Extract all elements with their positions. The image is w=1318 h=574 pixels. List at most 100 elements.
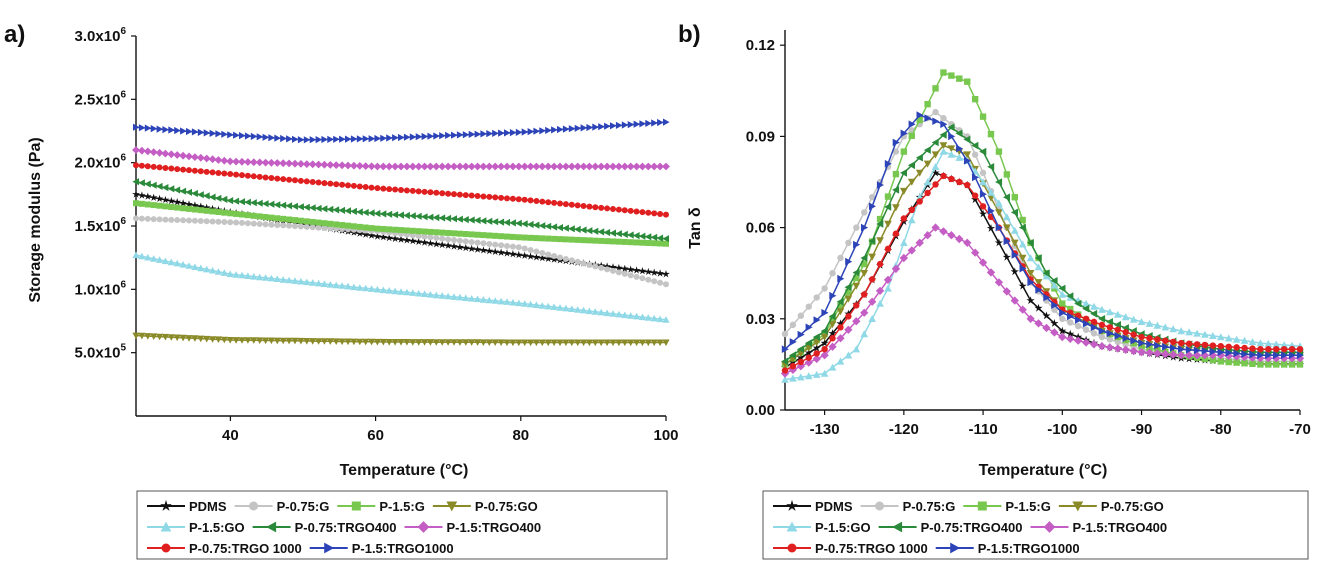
data-point — [598, 123, 605, 131]
data-point — [979, 169, 987, 177]
data-point — [309, 279, 317, 286]
data-point — [538, 302, 546, 309]
data-point — [426, 213, 434, 221]
data-point — [836, 297, 844, 306]
legend-swatch-marker — [950, 542, 961, 554]
data-point — [438, 214, 446, 222]
data-point — [1241, 344, 1248, 352]
data-point — [514, 162, 523, 171]
data-point — [491, 218, 499, 226]
data-point — [574, 339, 582, 347]
data-point — [1082, 326, 1090, 333]
data-point — [215, 218, 222, 225]
data-point — [174, 204, 181, 211]
data-point — [203, 168, 210, 175]
data-point — [274, 175, 281, 182]
data-point — [1296, 361, 1304, 368]
data-point — [303, 203, 310, 211]
data-point — [978, 258, 988, 267]
data-point — [638, 267, 647, 275]
data-point — [498, 242, 505, 249]
data-point — [232, 157, 240, 166]
data-point — [657, 279, 664, 286]
data-point — [550, 339, 558, 347]
data-point — [837, 302, 844, 310]
data-point — [907, 161, 915, 170]
data-point — [209, 218, 216, 225]
data-point — [132, 190, 140, 198]
data-point — [521, 339, 529, 347]
data-point — [1288, 351, 1296, 360]
data-point — [1145, 319, 1154, 327]
data-point — [645, 276, 652, 283]
data-point — [174, 217, 181, 224]
data-point — [1161, 323, 1170, 331]
data-point — [845, 257, 853, 266]
data-point — [280, 222, 287, 229]
data-point — [932, 117, 940, 125]
data-point — [651, 210, 658, 217]
data-point — [1010, 267, 1019, 276]
data-point — [1209, 332, 1217, 339]
data-point — [504, 233, 510, 240]
series-p-1-5-trgo400 — [780, 223, 1305, 378]
data-point — [444, 292, 452, 300]
data-point — [374, 134, 381, 143]
data-point — [813, 350, 820, 357]
data-point — [1154, 336, 1161, 343]
data-point — [374, 185, 381, 192]
data-point — [592, 204, 599, 211]
data-point — [1050, 319, 1059, 327]
data-point — [597, 228, 605, 236]
data-point — [574, 124, 582, 132]
data-point — [333, 221, 340, 228]
data-point — [315, 224, 322, 231]
data-point — [1114, 338, 1121, 346]
data-point — [852, 268, 860, 277]
data-point — [627, 231, 634, 239]
data-point — [368, 225, 375, 232]
data-point — [556, 162, 564, 171]
data-point — [462, 216, 469, 224]
y-tick-label: 3.0x106 — [75, 26, 127, 45]
data-point — [162, 164, 169, 171]
data-point — [1059, 300, 1066, 307]
data-point — [333, 181, 340, 188]
legend-item-p-1-5-trgo400: P-1.5:TRGO400 — [404, 520, 541, 535]
data-point — [820, 369, 829, 377]
data-point — [420, 162, 429, 171]
data-point — [644, 314, 652, 321]
data-point — [297, 277, 305, 285]
x-tick-label: 40 — [222, 427, 239, 444]
data-point — [345, 222, 351, 229]
data-point — [280, 134, 287, 143]
data-point — [474, 295, 482, 303]
data-point — [444, 162, 452, 171]
data-point — [403, 187, 410, 194]
data-point — [626, 162, 635, 171]
data-point — [598, 237, 605, 244]
data-point — [274, 134, 281, 142]
data-point — [321, 135, 328, 144]
data-point — [268, 221, 275, 228]
y-tick-label: 5.0x105 — [75, 343, 127, 362]
data-point — [812, 354, 821, 364]
data-point — [297, 337, 305, 345]
data-point — [805, 323, 813, 332]
data-point — [813, 294, 820, 301]
data-point — [179, 261, 187, 268]
data-point — [373, 285, 381, 293]
data-point — [1177, 339, 1185, 347]
data-point — [603, 339, 611, 347]
data-point — [144, 215, 151, 222]
data-point — [550, 162, 558, 171]
data-point — [1058, 332, 1067, 342]
data-point — [797, 358, 805, 366]
data-point — [971, 192, 979, 199]
data-point — [580, 306, 588, 314]
data-point — [1026, 314, 1035, 323]
data-point — [515, 196, 522, 203]
data-point — [362, 208, 369, 217]
data-point — [1264, 339, 1273, 347]
data-point — [379, 162, 388, 171]
